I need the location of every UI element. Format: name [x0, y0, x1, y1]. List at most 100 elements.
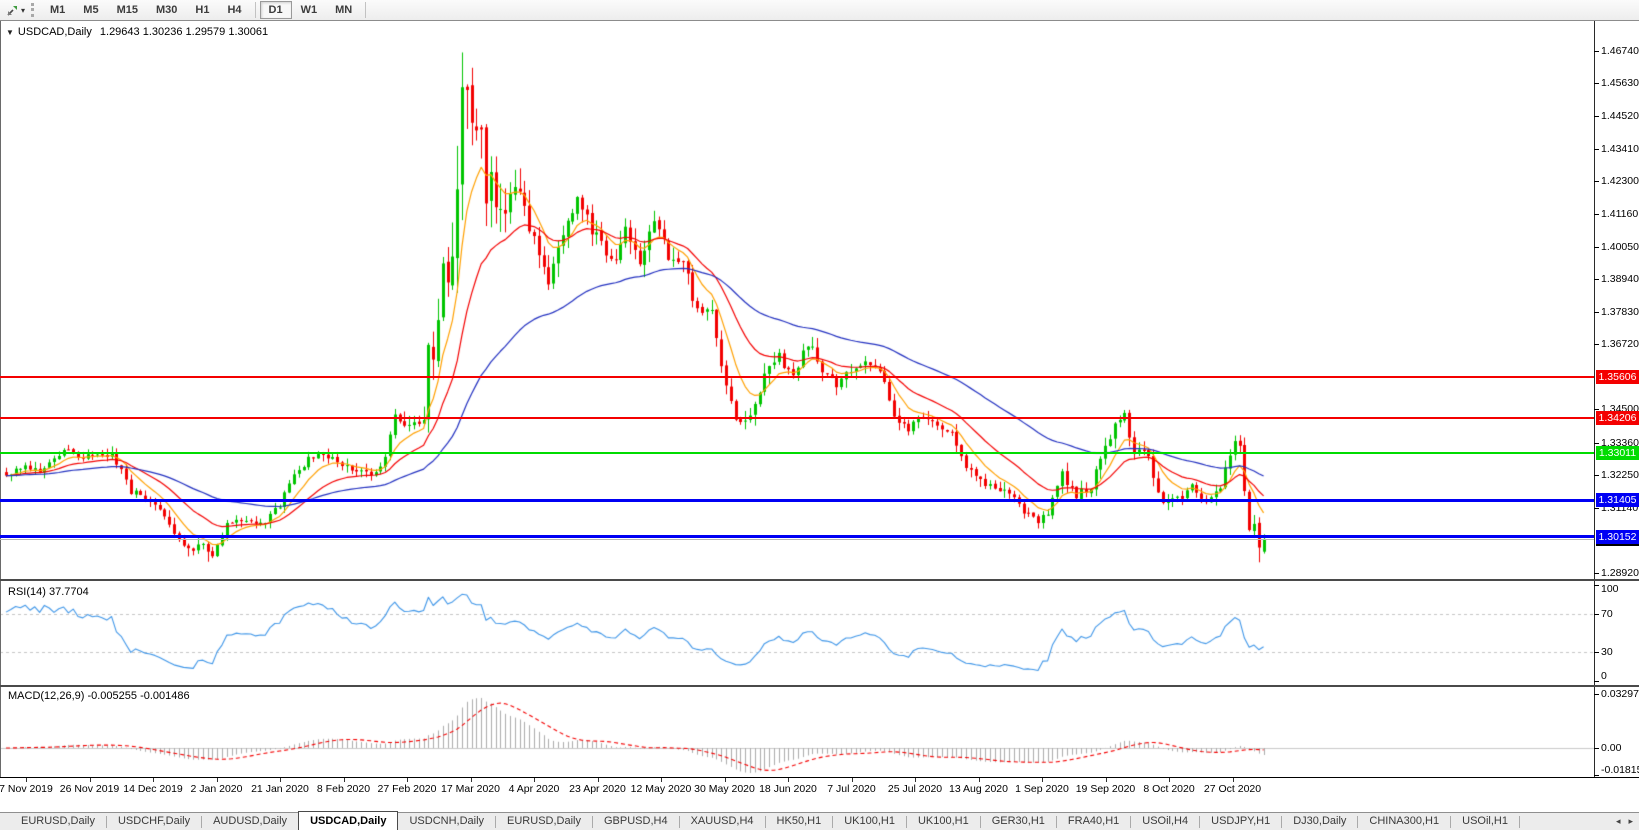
chart-tab-eurusd-daily[interactable]: EURUSD,Daily [507, 815, 581, 827]
price-tick-label: 1.38940 [1601, 273, 1639, 286]
level-price-badge-1.35606: 1.35606 [1596, 370, 1639, 385]
price-tick-mark [1594, 475, 1599, 476]
chart-tool-icon[interactable] [4, 3, 20, 18]
chart-tab-uk100-h1[interactable]: UK100,H1 [917, 815, 969, 827]
rsi-tick-label: 70 [1601, 607, 1613, 620]
tab-separator [1055, 815, 1057, 828]
date-label: 30 May 2020 [694, 783, 755, 795]
tab-separator [201, 815, 203, 828]
tab-separator [979, 815, 981, 828]
tab-separator [678, 815, 680, 828]
chart-tab-usdcad-daily[interactable]: USDCAD,Daily [298, 811, 399, 830]
price-tick-label: 1.46740 [1601, 44, 1639, 57]
date-tick-mark [153, 778, 154, 782]
rsi-macd-separator[interactable] [0, 685, 1639, 687]
level-line-1.34206[interactable] [0, 417, 1594, 420]
chart-tab-china300-h1[interactable]: CHINA300,H1 [1369, 815, 1440, 827]
timeframe-button-m15[interactable]: M15 [116, 4, 138, 16]
price-tick-label: 1.33360 [1601, 436, 1639, 449]
chart-tab-usdjpy-h1[interactable]: USDJPY,H1 [1211, 815, 1271, 827]
date-tick-mark [217, 778, 218, 782]
price-tick-mark [1594, 149, 1599, 150]
level-line-1.31405[interactable] [0, 498, 1594, 502]
chart-tab-dj30-daily[interactable]: DJ30,Daily [1293, 815, 1347, 827]
chart-collapse-icon[interactable]: ▼ [6, 28, 14, 37]
price-tick-label: 1.28920 [1601, 566, 1639, 579]
date-tick-mark [1233, 778, 1234, 782]
chart-tab-usoil-h4[interactable]: USOil,H4 [1142, 815, 1189, 827]
macd-date-separator [0, 777, 1639, 778]
date-label: 14 Dec 2019 [123, 783, 183, 795]
chart-tab-hk50-h1[interactable]: HK50,H1 [776, 815, 822, 827]
tab-scroll-left-icon[interactable]: ◂ [1615, 816, 1621, 826]
date-tick-mark [598, 778, 599, 782]
price-tick-mark [1594, 83, 1599, 84]
price-tick-label: 1.42300 [1601, 175, 1639, 188]
price-tick-mark [1594, 181, 1599, 182]
date-label: 27 Feb 2020 [377, 783, 437, 795]
toolbar-dropdown-caret-icon[interactable]: ▾ [21, 5, 26, 15]
date-tick-mark [979, 778, 980, 782]
date-label: 1 Sep 2020 [1015, 783, 1069, 795]
timeframe-buttons: M1 M5 M15 M30 H1 H4 D1 W1 MN [41, 1, 370, 19]
tab-separator [1281, 815, 1283, 828]
date-label: 17 Mar 2020 [441, 783, 500, 795]
price-axis-line[interactable] [1594, 21, 1595, 777]
rsi-label: RSI(14) 37.7704 [8, 586, 89, 598]
date-tick-mark [725, 778, 726, 782]
chart-tab-xauusd-h4[interactable]: XAUUSD,H4 [690, 815, 754, 827]
date-tick-mark [407, 778, 408, 782]
toolbar-grip-handle[interactable] [31, 3, 35, 17]
level-line-1.33011[interactable] [0, 452, 1594, 455]
price-tick-mark [1594, 279, 1599, 280]
chart-tab-uk100-h1[interactable]: UK100,H1 [844, 815, 895, 827]
chart-tab-usoil-h1[interactable]: USOil,H1 [1462, 815, 1508, 827]
chart-tab-eurusd-daily[interactable]: EURUSD,Daily [21, 815, 95, 827]
date-tick-mark [280, 778, 281, 782]
tab-scroll-right-icon[interactable]: ▸ [1628, 816, 1633, 826]
date-label: 21 Jan 2020 [251, 783, 309, 795]
chart-title: ▼ USDCAD,Daily 1.29643 1.30236 1.29579 1.3… [6, 26, 268, 38]
date-tick-mark [1169, 778, 1170, 782]
chart-rsi-separator[interactable] [0, 579, 1639, 581]
chart-tab-fra40-h1[interactable]: FRA40,H1 [1067, 815, 1120, 827]
macd-label: MACD(12,26,9) -0.005255 -0.001486 [8, 690, 190, 702]
level-price-badge-1.30152: 1.30152 [1596, 529, 1639, 544]
chart-tab-bar: EURUSD,Daily USDCHF,Daily AUDUSD,Daily USDC… [0, 811, 1639, 830]
chart-tab-audusd-daily[interactable]: AUDUSD,Daily [213, 815, 288, 827]
tab-separator [592, 815, 593, 828]
chart-tab-usdchf-daily[interactable]: USDCHF,Daily [117, 815, 191, 827]
chart-tab-ger30-h1[interactable]: GER30,H1 [991, 815, 1045, 827]
date-tick-mark [344, 778, 345, 782]
rsi-tick-mark [1594, 681, 1599, 682]
level-line-1.35606[interactable] [0, 376, 1594, 379]
macd-tick-mark [1594, 748, 1599, 749]
toolbar-separator [365, 2, 367, 18]
timeframe-button-m30[interactable]: M30 [155, 4, 178, 16]
chart-tab-gbpusd-h4[interactable]: GBPUSD,H4 [604, 815, 668, 827]
timeframe-button-m5[interactable]: M5 [83, 4, 99, 16]
price-tick-label: 1.45630 [1601, 77, 1639, 90]
date-label: 8 Feb 2020 [316, 783, 371, 795]
date-label: 25 Jul 2020 [887, 783, 943, 795]
rsi-tick-label: 30 [1601, 646, 1613, 659]
timeframe-button-w1[interactable]: W1 [300, 4, 318, 16]
price-tick-mark [1594, 508, 1599, 509]
date-label: 4 Apr 2020 [508, 783, 560, 795]
timeframe-button-mn[interactable]: MN [335, 4, 353, 16]
chart-tab-usdcnh-daily[interactable]: USDCNH,Daily [409, 815, 485, 827]
timeframe-toolbar: ▾ M1 M5 M15 M30 H1 H4 D1 W1 MN [0, 0, 1639, 21]
price-tick-mark [1594, 312, 1599, 313]
date-label: 18 Jun 2020 [759, 783, 817, 795]
timeframe-button-h4[interactable]: H4 [227, 4, 242, 16]
timeframe-button-m1[interactable]: M1 [50, 4, 66, 16]
chart-symbol-label: USDCAD,Daily [17, 26, 92, 38]
chart-tool-glyph [6, 5, 17, 16]
level-line-1.30152[interactable] [0, 535, 1594, 539]
date-label: 19 Sep 2020 [1075, 783, 1136, 795]
price-tick-mark [1594, 344, 1599, 345]
timeframe-button-d1[interactable]: D1 [259, 1, 292, 19]
timeframe-button-h1[interactable]: H1 [195, 4, 210, 16]
